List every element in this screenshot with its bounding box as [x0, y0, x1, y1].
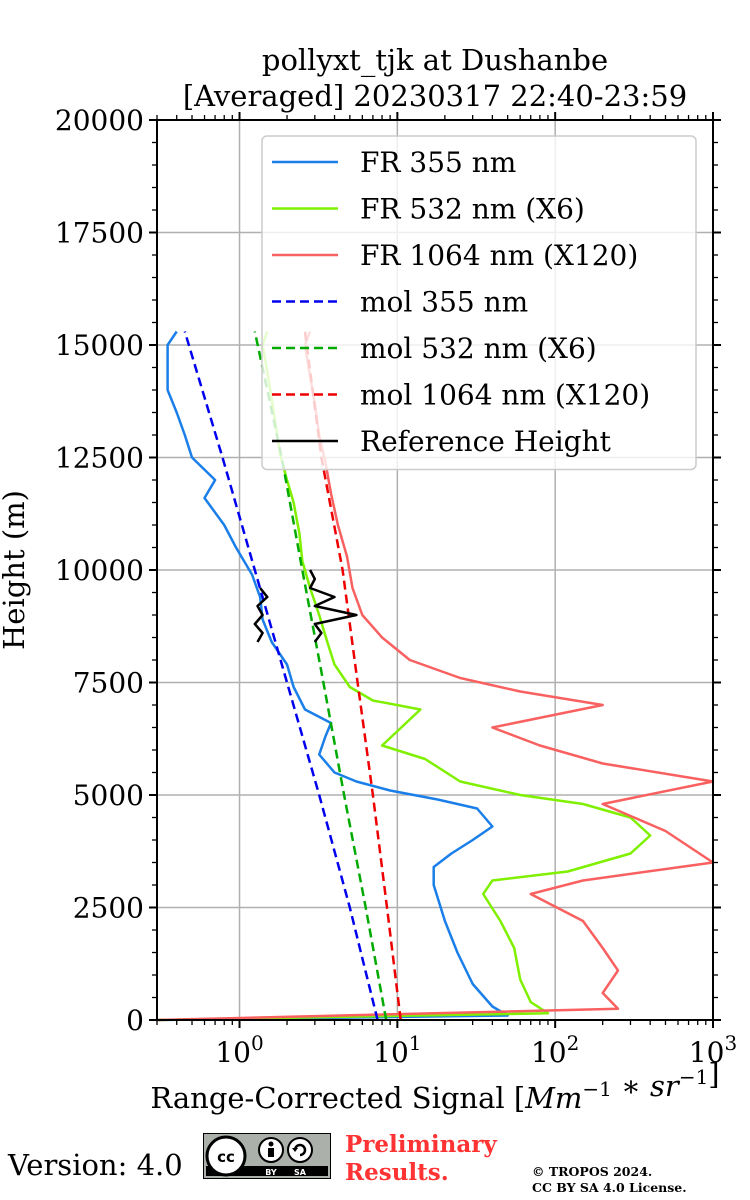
y-tick-label: 17500 — [55, 217, 144, 250]
x-axis-label: Range-Corrected Signal [Mm−1 ∗ sr−1] — [150, 1057, 719, 1115]
y-tick-label: 15000 — [55, 329, 144, 362]
y-tick-label: 5000 — [73, 779, 144, 812]
preliminary-line1: Preliminary — [345, 1131, 497, 1158]
y-axis-label: Height (m) — [0, 490, 31, 650]
y-tick-label: 0 — [126, 1004, 144, 1037]
axis-ticks: 0 2500 5000 7500 10000 12500 15000 17500 20000 10… — [55, 104, 737, 1069]
cc-by-text: BY — [265, 1168, 277, 1177]
legend-label-fr-1064-nm-x120: FR 1064 nm (X120) — [360, 239, 638, 272]
cc-by-sa-icon: cc BY SA — [203, 1133, 331, 1179]
legend-label-fr-532-nm-x6: FR 532 nm (X6) — [360, 193, 585, 226]
legend: FR 355 nm FR 532 nm (X6) FR 1064 nm (X120)… — [261, 135, 697, 471]
preliminary-line2: Results. — [345, 1159, 449, 1186]
y-tick-label: 12500 — [55, 442, 144, 475]
x-tick-label: 101 — [373, 1031, 421, 1069]
x-tick-label: 100 — [215, 1031, 263, 1069]
legend-label-reference-height: Reference Height — [360, 425, 612, 458]
chart-title-line2: [Averaged] 20230317 22:40-23:59 — [183, 79, 687, 113]
series-line-reference-height — [308, 569, 358, 643]
legend-label-fr-355-nm: FR 355 nm — [360, 146, 516, 179]
copyright-line1: © TROPOS 2024. — [532, 1164, 653, 1179]
preliminary-note: Preliminary Results. — [345, 1131, 497, 1187]
cc-sa-text: SA — [294, 1168, 307, 1177]
svg-text:cc: cc — [217, 1148, 235, 1166]
y-tick-label: 7500 — [73, 667, 144, 700]
series-line-mol-355-nm — [183, 331, 379, 1021]
legend-label-mol-1064-nm-x120: mol 1064 nm (X120) — [360, 379, 650, 412]
legend-label-mol-532-nm-x6: mol 532 nm (X6) — [360, 332, 597, 365]
y-tick-label: 2500 — [73, 892, 144, 925]
copyright-note: © TROPOS 2024. CC BY SA 4.0 License. — [532, 1164, 687, 1196]
y-tick-label: 20000 — [55, 104, 144, 137]
series-line-reference-height — [253, 587, 269, 643]
x-tick-label: 103 — [689, 1031, 737, 1069]
y-tick-label: 10000 — [55, 554, 144, 587]
chart-title-line1: pollyxt_tjk at Dushanbe — [262, 43, 608, 78]
copyright-line2: CC BY SA 4.0 License. — [532, 1180, 687, 1195]
legend-label-mol-355-nm: mol 355 nm — [360, 286, 528, 319]
legend-box — [261, 135, 697, 471]
x-tick-label: 102 — [531, 1031, 579, 1069]
version-label: Version: 4.0 — [8, 1148, 183, 1182]
series-line-mol-532-nm-x6 — [253, 331, 388, 1021]
